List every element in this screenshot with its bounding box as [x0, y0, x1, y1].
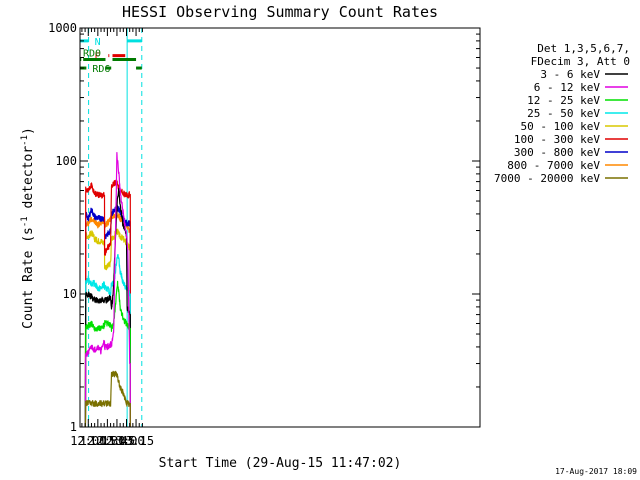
legend: Det 1,3,5,6,7,FDecim 3, Att 03 - 6 keV6 … — [494, 42, 630, 185]
legend-label-8: 7000 - 20000 keV — [494, 172, 600, 185]
series-line-5 — [84, 187, 131, 427]
plot-frame — [79, 27, 481, 428]
series-line-3 — [84, 179, 131, 427]
legend-label-5: 100 - 300 keV — [514, 133, 600, 146]
y-tick-label-0: 1 — [70, 420, 77, 434]
series-line-1 — [84, 228, 131, 427]
legend-label-4: 50 - 100 keV — [521, 120, 601, 133]
series-line-8 — [84, 370, 131, 427]
legend-header-1: FDecim 3, Att 0 — [531, 55, 630, 68]
flag-label-3: RD6 — [92, 64, 110, 75]
y-axis-label: Count Rate (s-1 detector-1) — [20, 127, 36, 329]
y-label-end: ) — [21, 127, 36, 135]
x-tick-label-1: 12:15 — [80, 434, 116, 448]
x-axis-label: Start Time (29-Aug-15 11:47:02) — [159, 456, 402, 471]
legend-label-2: 12 - 25 keV — [527, 94, 600, 107]
flag-label-2: RD0 — [83, 48, 101, 59]
footer-date: 17-Aug-2017 18:09 — [555, 467, 637, 476]
y-tick-label-2: 100 — [55, 154, 77, 168]
legend-label-7: 800 - 7000 keV — [507, 159, 600, 172]
series-line-4 — [84, 254, 131, 427]
x-tick-label-4: 13:00 — [108, 434, 144, 448]
legend-label-1: 6 - 12 keV — [534, 81, 601, 94]
y-tick-label-3: 1000 — [48, 21, 77, 35]
legend-label-6: 300 - 800 keV — [514, 146, 600, 159]
flag-label-1: F — [94, 52, 100, 63]
y-label-main: Count Rate (s — [21, 227, 36, 329]
y-label-sup1: -1 — [20, 216, 30, 227]
series-line-6 — [84, 280, 131, 427]
y-label-sup2: -1 — [20, 135, 30, 146]
legend-label-0: 3 - 6 keV — [540, 68, 600, 81]
y-label-mid: detector — [21, 146, 36, 217]
x-tick-label-0: 12:00 — [70, 434, 106, 448]
legend-label-3: 25 - 50 keV — [527, 107, 600, 120]
y-axis-ticks: 1 10 100 1000 — [48, 21, 480, 434]
series-lines — [84, 152, 131, 427]
flag-label-0: N — [95, 37, 101, 48]
x-tick-label-2: 12:30 — [89, 434, 125, 448]
y-tick-label-1: 10 — [63, 287, 77, 301]
chart-title: HESSI Observing Summary Count Rates — [122, 3, 438, 21]
x-tick-label-5: 13:15 — [118, 434, 154, 448]
x-tick-label-3: 12:45 — [99, 434, 135, 448]
legend-header-0: Det 1,3,5,6,7, — [537, 42, 630, 55]
series-line-7 — [84, 152, 131, 427]
